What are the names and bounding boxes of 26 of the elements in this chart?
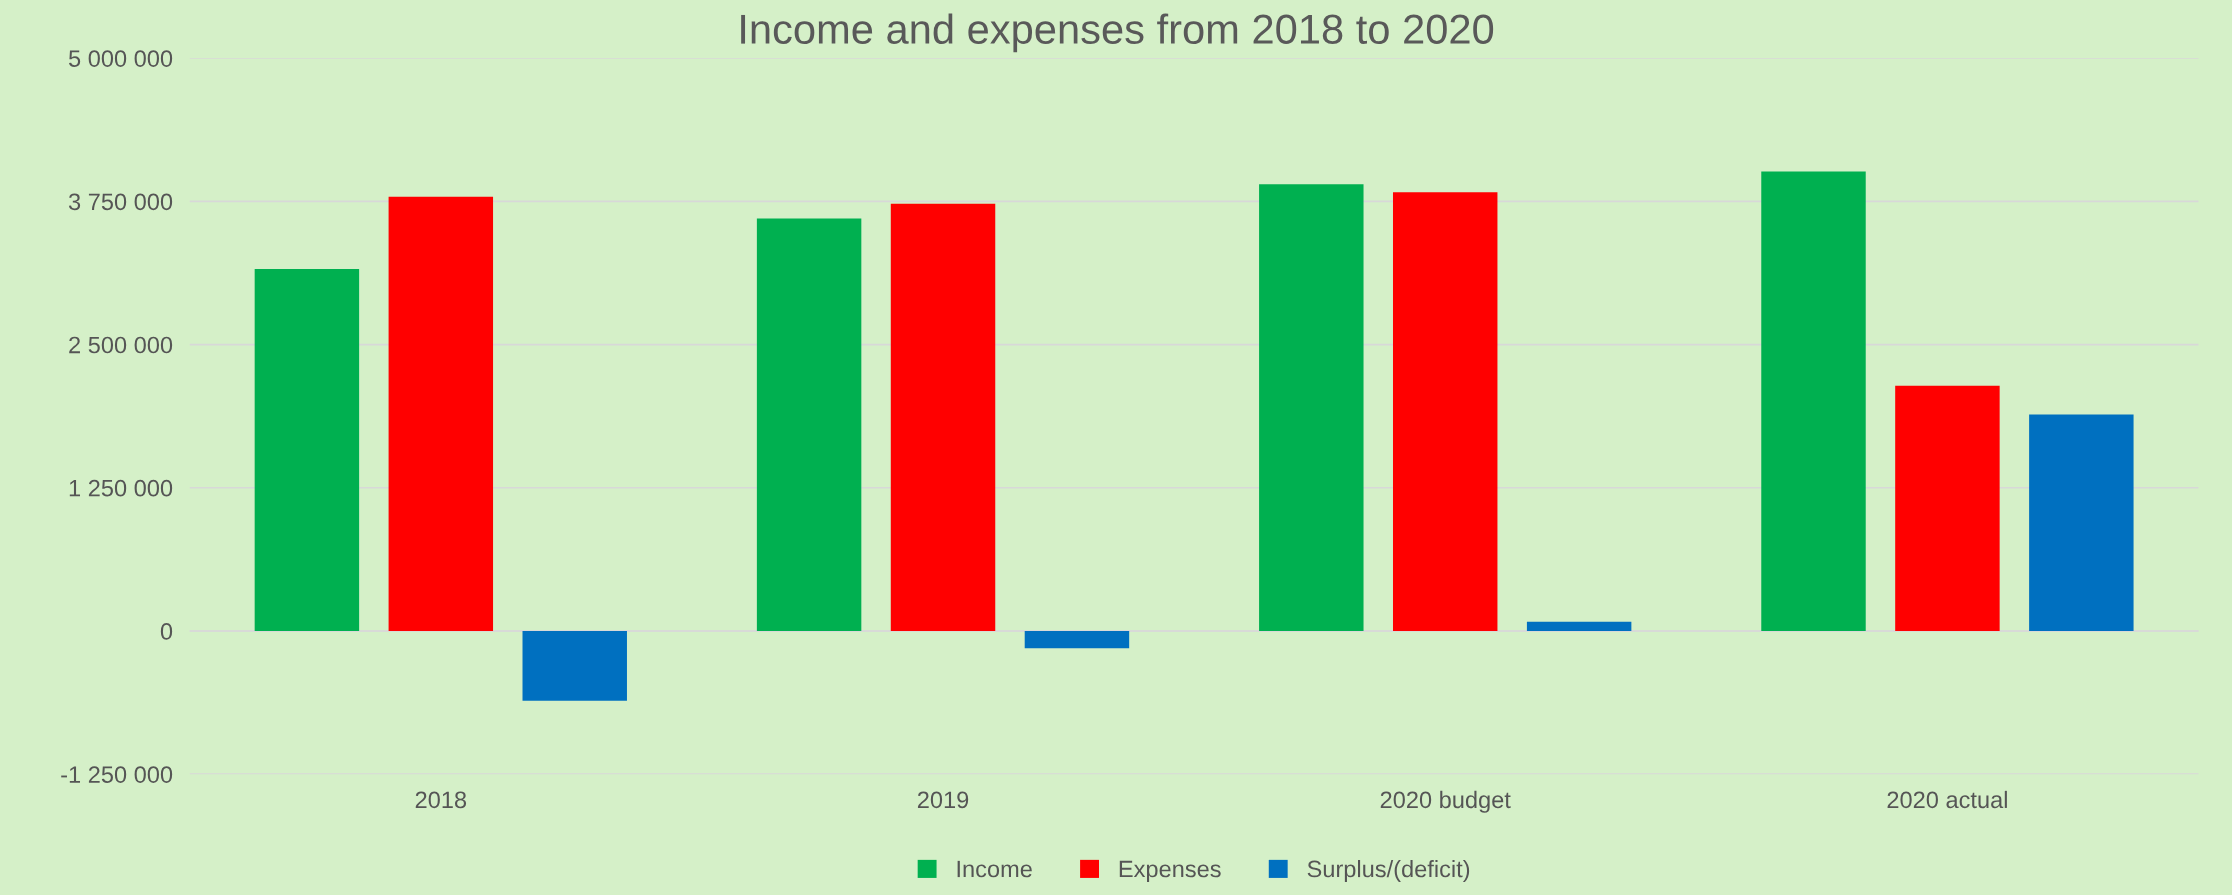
y-tick-label: -1 250 000 <box>61 766 173 783</box>
bar <box>2029 414 2134 631</box>
y-tick-label: 1 250 000 <box>69 479 173 497</box>
bar <box>522 630 627 701</box>
bar <box>1392 192 1498 631</box>
bar <box>388 196 494 631</box>
bar <box>1259 184 1364 631</box>
chart-title: Income and expenses from 2018 to 2020 <box>741 13 1494 53</box>
y-tick-label: 5 000 000 <box>68 50 173 67</box>
bar <box>890 203 996 631</box>
bar <box>254 268 360 631</box>
x-tick-label: 2020 actual <box>1887 790 2007 809</box>
bar <box>1761 171 1866 631</box>
y-tick-label: 3 750 000 <box>68 193 173 211</box>
y-tick-label: 0 <box>160 623 173 640</box>
bar <box>1024 630 1130 649</box>
legend-label: Income <box>957 860 1032 878</box>
x-tick-label: 2019 <box>917 791 969 809</box>
y-tick-label: 2 500 000 <box>69 336 173 354</box>
legend-label: Expenses <box>1119 860 1221 882</box>
bar <box>1526 621 1632 631</box>
bar <box>1895 385 2000 631</box>
legend-label: Surplus/(deficit) <box>1307 859 1470 882</box>
x-tick-label: 2020 budget <box>1380 790 1511 813</box>
x-tick-label: 2018 <box>415 791 467 809</box>
bar <box>756 218 862 631</box>
